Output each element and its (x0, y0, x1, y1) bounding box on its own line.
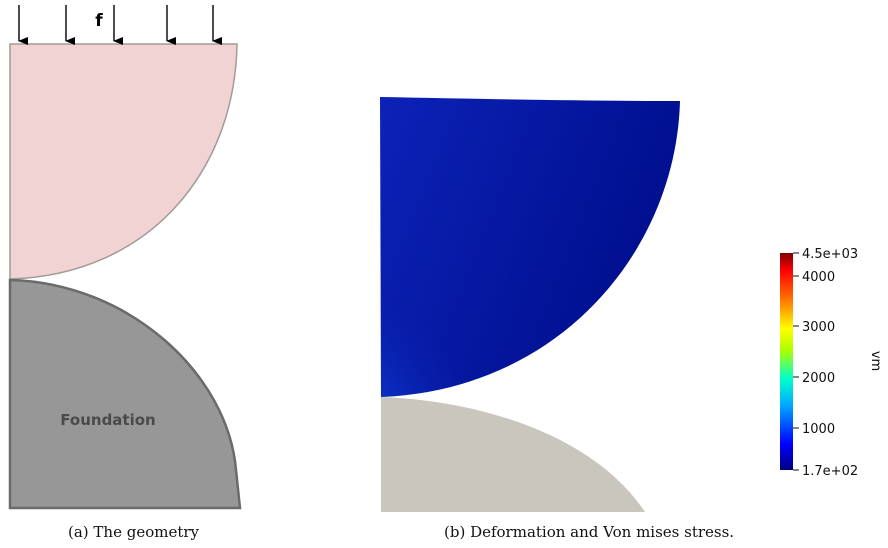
colorbar-tick-label: 1000 (802, 422, 835, 437)
colorbar-min-label: 1.7e+02 (802, 464, 858, 479)
load-arrows (18, 5, 222, 45)
colorbar-scale (780, 253, 793, 470)
deformed-foundation (381, 397, 645, 512)
caption-geometry: (a) The geometry (68, 523, 200, 541)
colorbar-max-label: 4.5e+03 (802, 247, 858, 262)
upper-body (9, 43, 238, 280)
stress-panel: 4.5e+03 4000 3000 2000 1000 1.7e+02 vm (380, 97, 883, 512)
foundation-body (8, 278, 242, 510)
colorbar-tick-label: 3000 (802, 320, 835, 335)
caption-stress: (b) Deformation and Von mises stress. (444, 523, 735, 541)
colorbar: 4.5e+03 4000 3000 2000 1000 1.7e+02 vm (780, 247, 883, 479)
colorbar-title: vm (868, 351, 883, 371)
force-label: f (95, 11, 103, 31)
geometry-panel: Foundation f (8, 5, 242, 510)
foundation-label: Foundation (60, 411, 155, 429)
colorbar-tick-label: 4000 (802, 270, 835, 285)
colorbar-tick-label: 2000 (802, 371, 835, 386)
